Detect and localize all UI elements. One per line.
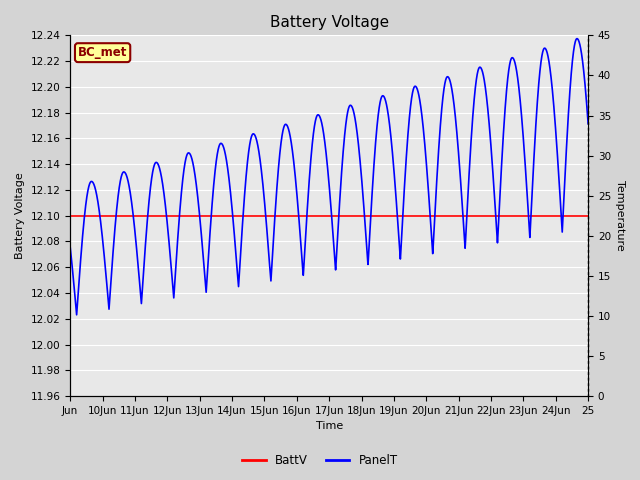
Y-axis label: Temperature: Temperature — [615, 180, 625, 251]
Y-axis label: Battery Voltage: Battery Voltage — [15, 172, 25, 259]
Title: Battery Voltage: Battery Voltage — [269, 15, 388, 30]
X-axis label: Time: Time — [316, 421, 343, 432]
Legend: BattV, PanelT: BattV, PanelT — [237, 449, 403, 472]
Text: BC_met: BC_met — [78, 46, 127, 59]
